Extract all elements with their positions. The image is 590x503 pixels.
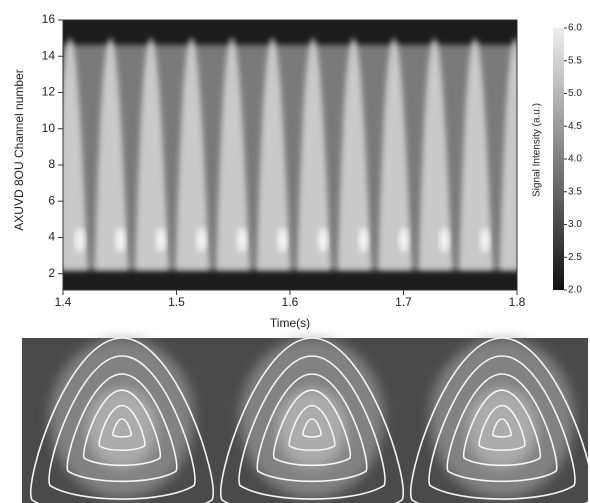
heatmap-spot [277,228,288,252]
y-tick-label: 12 [42,85,56,99]
heatmap-spot [156,228,166,252]
flux-surface [256,373,368,483]
colorbar-tick-label: 4.0 [568,154,582,165]
heatmap-stripe [135,38,169,270]
heatmap-stripe [94,38,129,270]
y-tick-label: 8 [48,157,55,171]
flux-surface [82,389,162,467]
heatmap-stripe [297,38,331,270]
emission-core [277,388,347,468]
heatmap-spot [399,228,409,252]
emission-core [87,388,157,468]
x-tick-label: 1.6 [282,295,299,309]
flux-surface [98,404,146,452]
flux-surface [112,418,132,438]
y-tick-label: 14 [42,48,56,62]
flux-surface [410,337,590,503]
x-axis-label: Time(s) [270,316,310,330]
flux-surface [492,418,512,438]
colorbar-tick-label: 5.5 [568,55,582,66]
heatmap-stripe [378,38,412,270]
y-tick-label: 6 [48,193,55,207]
y-tick-label: 4 [48,230,55,244]
x-tick-label: 1.7 [395,295,412,309]
heatmap-spot [318,228,328,252]
colorbar-tick-label: 5.0 [568,88,582,99]
heatmap-spot [358,228,369,252]
flux-surface [66,373,178,483]
heatmap-stripe [216,38,250,270]
flux-surface [462,389,542,467]
heatmap-spot [115,228,126,252]
tomography-panels [22,337,590,503]
heatmap-stripe [256,38,291,270]
heatmap-image [63,20,531,290]
flux-surface [302,418,322,438]
colorbar-tick-label: 3.5 [568,186,582,197]
heatmap-stripe [418,38,453,270]
emission-core [467,388,537,468]
heatmap-spot [75,228,85,252]
flux-surface [238,355,386,500]
y-tick-label: 16 [42,12,56,26]
x-tick-label: 1.5 [168,295,185,309]
flux-surface [30,337,214,503]
heatmap-stripe [499,38,517,270]
heatmap-stripe [63,38,88,270]
heatmap-stripe [175,38,210,270]
flux-surface [478,404,526,452]
colorbar-tick-label: 4.5 [568,121,582,132]
colorbar-tick-label: 6.0 [568,23,582,34]
heatmap-stripe [459,38,493,270]
heatmap-spot [521,228,531,252]
colorbar [553,28,564,290]
heatmap-spot [237,228,247,252]
heatmap-spot [196,228,207,252]
flux-surface [288,404,336,452]
flux-surface [446,373,558,483]
x-tick-label: 1.8 [509,295,526,309]
y-axis-label: AXUVD 8OU Channel number [12,69,26,230]
colorbar-tick-label: 2.5 [568,252,582,263]
flux-surface [220,337,404,503]
x-tick-label: 1.4 [55,295,72,309]
colorbar-tick-label: 3.0 [568,219,582,230]
heatmap-stripe [337,38,372,270]
heatmap-spot [480,228,490,252]
heatmap-spot [439,228,450,252]
y-tick-label: 10 [42,121,56,135]
flux-surface [272,389,352,467]
colorbar-tick-label: 2.0 [568,285,582,296]
flux-surface [48,355,196,500]
y-tick-label: 2 [48,266,55,280]
colorbar-label: Signal Intensity (a.u.) [532,103,543,197]
flux-surface [428,355,576,500]
